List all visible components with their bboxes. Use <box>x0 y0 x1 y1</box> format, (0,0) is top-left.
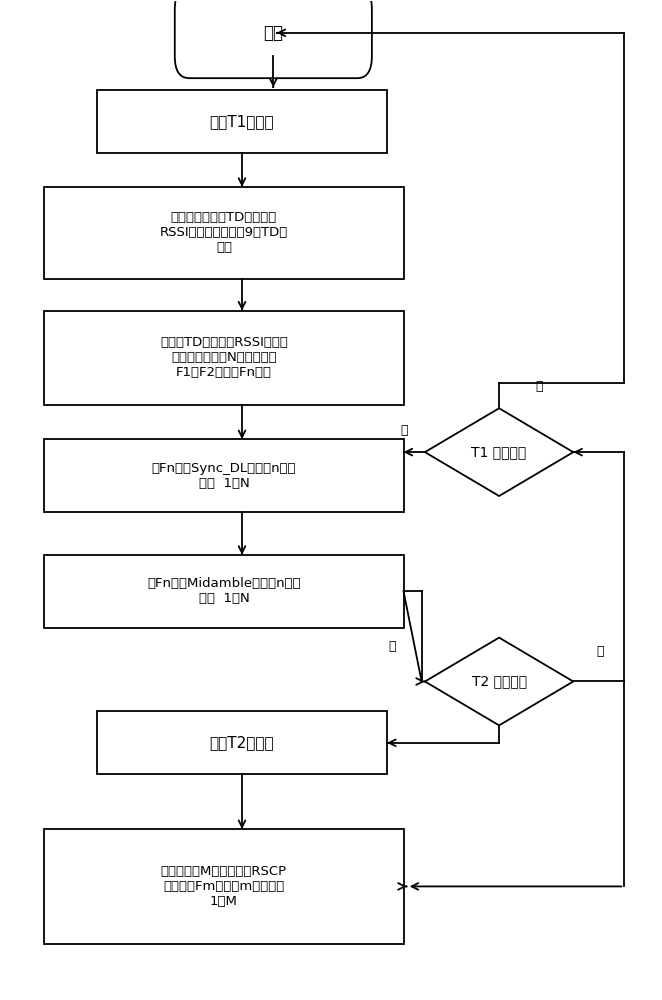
Text: 对Fn进行Midamble检测，n取值
范围  1～N: 对Fn进行Midamble检测，n取值 范围 1～N <box>147 577 301 605</box>
Text: 对所有TD邻区载波RSSI测量结
果排序，找出前N强频点，用
F1、F2。。。Fn表示: 对所有TD邻区载波RSSI测量结 果排序，找出前N强频点，用 F1、F2。。。F… <box>160 336 288 379</box>
Text: T2 时间到？: T2 时间到？ <box>471 674 527 688</box>
Text: 开启T1定时器: 开启T1定时器 <box>210 114 274 129</box>
Text: 开始: 开始 <box>263 24 283 42</box>
Polygon shape <box>425 408 573 496</box>
FancyBboxPatch shape <box>44 555 404 628</box>
Text: 是: 是 <box>535 380 542 393</box>
FancyBboxPatch shape <box>175 0 372 78</box>
FancyBboxPatch shape <box>44 311 404 405</box>
Text: 是: 是 <box>388 640 396 653</box>
FancyBboxPatch shape <box>97 711 387 774</box>
Text: 否: 否 <box>596 645 603 658</box>
FancyBboxPatch shape <box>44 829 404 944</box>
Text: 对同步上的M个小区进行RSCP
测量，用Fm表示，m取值范围
1～M: 对同步上的M个小区进行RSCP 测量，用Fm表示，m取值范围 1～M <box>161 865 287 908</box>
Text: 对Fn进行Sync_DL检测，n取值
范围  1～N: 对Fn进行Sync_DL检测，n取值 范围 1～N <box>152 462 296 490</box>
FancyBboxPatch shape <box>44 439 404 512</box>
Polygon shape <box>425 638 573 725</box>
Text: 否: 否 <box>400 424 408 437</box>
FancyBboxPatch shape <box>44 187 404 279</box>
Text: 开启T2定时器: 开启T2定时器 <box>210 735 274 750</box>
Text: T1 时间到？: T1 时间到？ <box>471 445 527 459</box>
Text: 依次测量配置的TD邻区载波
RSSI（目前网络配甩9个TD频
点）: 依次测量配置的TD邻区载波 RSSI（目前网络配甩9个TD频 点） <box>160 211 288 254</box>
FancyBboxPatch shape <box>97 90 387 153</box>
